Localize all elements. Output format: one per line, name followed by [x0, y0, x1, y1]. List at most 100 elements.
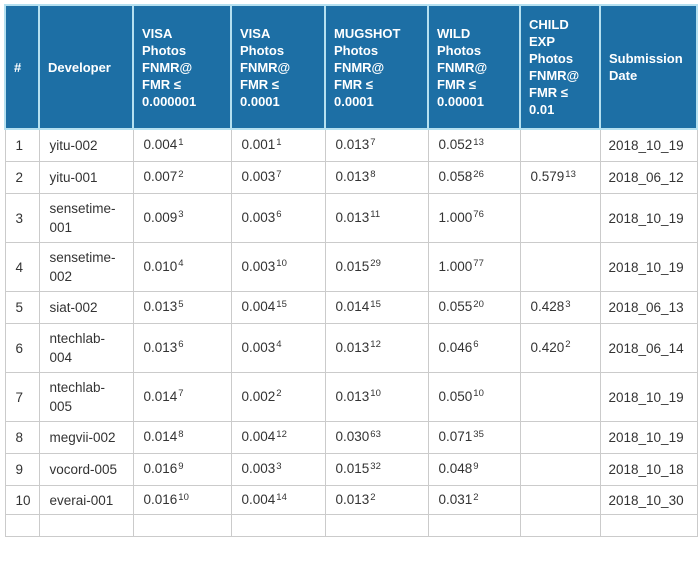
metric-rank-superscript: 7 — [370, 136, 376, 148]
metric-rank-superscript: 1 — [178, 136, 184, 148]
metric-rank-superscript: 2 — [565, 339, 571, 350]
mugshot-metric-cell — [324, 514, 429, 537]
metric-value: 0.050 — [438, 388, 473, 404]
rank-cell: 9 — [4, 453, 40, 486]
metric-rank-superscript: 14 — [276, 491, 287, 503]
metric-rank-superscript: 10 — [370, 388, 381, 399]
wild-metric-cell: 0.0489 — [427, 453, 521, 486]
metric-value: 0.052 — [438, 137, 473, 152]
metric-value: 0.030 — [335, 429, 370, 444]
visa-00001-metric-cell: 0.0034 — [230, 323, 326, 373]
submission-date-cell — [599, 514, 698, 537]
metric-value: 0.013 — [143, 299, 178, 314]
metric-value: 0.420 — [530, 339, 565, 355]
metric-rank-superscript: 1 — [276, 136, 282, 148]
mugshot-metric-cell: 0.0132 — [324, 485, 429, 515]
developer-cell — [38, 514, 134, 537]
metric-rank-superscript: 3 — [565, 298, 571, 310]
table-row: 6 ntechlab-004 0.0136 0.0034 0.01312 0.0… — [4, 323, 698, 373]
childexp-metric-cell: 0.4283 — [519, 291, 601, 324]
metric-rank-superscript: 2 — [370, 491, 376, 503]
developer-cell: ntechlab-004 — [38, 323, 134, 373]
metric-rank-superscript: 8 — [370, 168, 376, 180]
metric-rank-superscript: 8 — [178, 428, 184, 440]
visa-000001-metric-cell: 0.0135 — [132, 291, 232, 324]
wild-metric-cell: 1.00076 — [427, 193, 521, 243]
metric-value: 0.031 — [438, 492, 473, 507]
rank-cell: 8 — [4, 421, 40, 454]
metric-value: 0.004 — [241, 429, 276, 444]
metric-rank-superscript: 7 — [178, 388, 184, 399]
metric-value: 0.010 — [143, 258, 178, 274]
childexp-metric-cell: 0.57913 — [519, 161, 601, 194]
column-header-submission-date: Submission Date — [599, 4, 698, 130]
table-row: 9 vocord-005 0.0169 0.0033 0.01532 0.048… — [4, 453, 698, 486]
column-header-visa-fnmr-fmr-0000001: VISA Photos FNMR@ FMR ≤ 0.000001 — [132, 4, 232, 130]
metric-value: 0.015 — [335, 461, 370, 476]
table-row: 1 yitu-002 0.0041 0.0011 0.0137 0.05213 … — [4, 128, 698, 162]
metric-rank-superscript: 15 — [276, 298, 287, 310]
table-row: 4 sensetime-002 0.0104 0.00310 0.01529 1… — [4, 242, 698, 292]
metric-rank-superscript: 10 — [276, 258, 287, 269]
metric-value: 0.004 — [143, 137, 178, 152]
mugshot-metric-cell: 0.01312 — [324, 323, 429, 373]
metric-rank-superscript: 7 — [276, 168, 282, 180]
mugshot-metric-cell: 0.01310 — [324, 372, 429, 422]
wild-metric-cell: 0.0312 — [427, 485, 521, 515]
visa-00001-metric-cell: 0.00414 — [230, 485, 326, 515]
metric-value: 0.428 — [530, 299, 565, 314]
table-row: 7 ntechlab-005 0.0147 0.0022 0.01310 0.0… — [4, 372, 698, 422]
mugshot-metric-cell: 0.0137 — [324, 128, 429, 162]
metric-value: 0.009 — [143, 209, 178, 225]
metric-value: 0.014 — [143, 388, 178, 404]
metric-value: 0.003 — [241, 209, 276, 225]
table-row: 2 yitu-001 0.0072 0.0037 0.0138 0.05826 … — [4, 161, 698, 194]
visa-000001-metric-cell: 0.0136 — [132, 323, 232, 373]
submission-date-cell: 2018_10_30 — [599, 485, 698, 515]
wild-metric-cell: 0.0466 — [427, 323, 521, 373]
metric-rank-superscript: 15 — [370, 298, 381, 310]
column-header-developer: Developer — [38, 4, 134, 130]
childexp-metric-cell — [519, 193, 601, 243]
metric-rank-superscript: 6 — [276, 209, 282, 220]
visa-00001-metric-cell: 0.0011 — [230, 128, 326, 162]
header-row: # Developer VISA Photos FNMR@ FMR ≤ 0.00… — [4, 4, 698, 130]
metric-value: 1.000 — [438, 258, 473, 274]
metric-rank-superscript: 4 — [276, 339, 282, 350]
metric-rank-superscript: 5 — [178, 298, 184, 310]
rank-cell — [4, 514, 40, 537]
metric-rank-superscript: 9 — [178, 460, 184, 472]
metric-value: 0.058 — [438, 169, 473, 184]
submission-date-cell: 2018_06_14 — [599, 323, 698, 373]
childexp-metric-cell — [519, 421, 601, 454]
metric-rank-superscript: 26 — [473, 168, 484, 180]
metric-value: 0.014 — [335, 299, 370, 314]
metric-value: 1.000 — [438, 209, 473, 225]
metric-value: 0.003 — [241, 169, 276, 184]
visa-00001-metric-cell: 0.00415 — [230, 291, 326, 324]
metric-value: 0.002 — [241, 388, 276, 404]
visa-000001-metric-cell: 0.0169 — [132, 453, 232, 486]
metric-rank-superscript: 6 — [178, 339, 184, 350]
rank-cell: 6 — [4, 323, 40, 373]
wild-metric-cell: 0.05213 — [427, 128, 521, 162]
metric-value: 0.003 — [241, 461, 276, 476]
submission-date-cell: 2018_10_18 — [599, 453, 698, 486]
visa-000001-metric-cell: 0.0093 — [132, 193, 232, 243]
submission-date-cell: 2018_06_12 — [599, 161, 698, 194]
metric-value: 0.013 — [143, 339, 178, 355]
visa-00001-metric-cell: 0.00310 — [230, 242, 326, 292]
metric-rank-superscript: 2 — [276, 388, 282, 399]
childexp-metric-cell — [519, 514, 601, 537]
wild-metric-cell: 1.00077 — [427, 242, 521, 292]
metric-value: 0.007 — [143, 169, 178, 184]
metric-value: 0.014 — [143, 429, 178, 444]
partial-next-row — [4, 514, 698, 537]
mugshot-metric-cell: 0.01529 — [324, 242, 429, 292]
table-body: 1 yitu-002 0.0041 0.0011 0.0137 0.05213 … — [4, 128, 698, 537]
metric-rank-superscript: 10 — [473, 388, 484, 399]
metric-value: 0.013 — [335, 209, 370, 225]
developer-cell: yitu-002 — [38, 128, 134, 162]
metric-value: 0.071 — [438, 429, 473, 444]
mugshot-metric-cell: 0.0138 — [324, 161, 429, 194]
